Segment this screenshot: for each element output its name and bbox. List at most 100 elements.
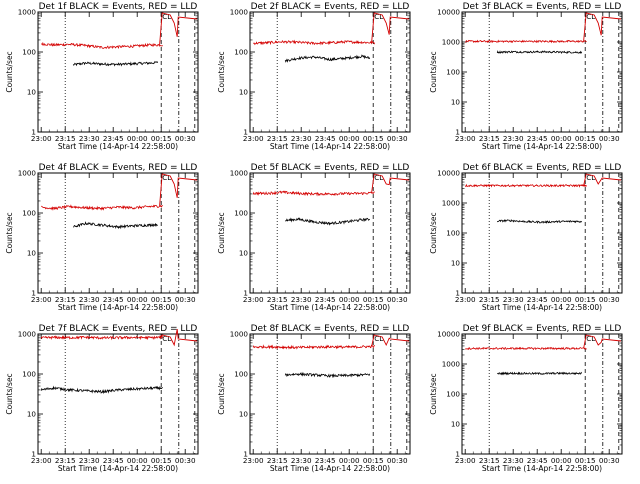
annotation-label: CL	[374, 173, 383, 182]
y-tick-label: 1	[31, 289, 36, 298]
x-tick-label: 23:00	[455, 456, 476, 465]
panel-9: Det 9f BLACK = Events, RED = LLD 1 10 100 10…	[429, 324, 623, 473]
x-tick-label: 00:30	[175, 295, 196, 304]
panel-title: Det 2f BLACK = Events, RED = LLD	[251, 2, 410, 12]
series-line-lld	[40, 335, 164, 341]
x-tick-label: 00:15	[151, 134, 172, 143]
x-tick-label: 23:15	[479, 295, 500, 304]
panel-title: Det 3f BLACK = Events, RED = LLD	[463, 2, 622, 12]
plot-frame	[461, 11, 623, 133]
y-tick-label: 10	[27, 410, 37, 419]
panel-5: Det 5f BLACK = Events, RED = LLD 1 10 100 10…	[217, 163, 411, 312]
panel-7: Det 7f BLACK = Events, RED = LLD 1 10 100 10…	[5, 324, 199, 473]
y-tick-label: 1	[455, 450, 460, 459]
y-tick-label: 1	[31, 128, 36, 137]
x-tick-label: 23:30	[503, 456, 524, 465]
series-spike-lld	[159, 328, 198, 347]
series-line-lld	[41, 41, 163, 50]
x-tick-label: 23:30	[503, 134, 524, 143]
x-tick-label: 23:45	[103, 295, 124, 304]
series-line-events	[496, 218, 583, 224]
y-tick-label: 1	[455, 128, 460, 137]
x-tick-label: 00:15	[151, 456, 172, 465]
annotation-label: CL	[586, 173, 595, 182]
x-tick-label: 23:45	[103, 134, 124, 143]
y-tick-label: 10000	[437, 169, 460, 178]
annotation-label: CL	[162, 173, 171, 182]
x-tick-label: 23:30	[79, 295, 100, 304]
y-tick-label: 1000	[442, 38, 461, 47]
series-spike-lld	[583, 334, 622, 349]
x-tick-label: 00:30	[599, 295, 620, 304]
x-axis-label: Start Time (14-Apr-14 22:58:00)	[270, 464, 390, 473]
y-axis-label: Counts/sec	[217, 212, 226, 253]
x-tick-label: 23:00	[31, 456, 52, 465]
series-line-events	[72, 60, 159, 67]
plot-frame	[461, 333, 623, 455]
y-axis-label: Counts/sec	[5, 212, 14, 253]
panel-3: Det 3f BLACK = Events, RED = LLD 1 10 100 10…	[429, 2, 623, 151]
y-tick-label: 10	[239, 410, 249, 419]
x-tick-label: 23:30	[503, 295, 524, 304]
panel-title: Det 4f BLACK = Events, RED = LLD	[39, 163, 198, 173]
y-tick-label: 1	[243, 450, 248, 459]
annotation-label: CL	[586, 334, 595, 343]
annotation-label: CL	[374, 12, 383, 21]
y-tick-label: 100	[446, 68, 460, 77]
x-tick-label: 23:15	[55, 295, 76, 304]
y-tick-label: 10	[239, 249, 249, 258]
plot-frame	[37, 333, 199, 455]
x-tick-label: 23:30	[79, 134, 100, 143]
x-axis-label: Start Time (14-Apr-14 22:58:00)	[58, 303, 178, 312]
x-tick-label: 00:00	[339, 295, 360, 304]
x-tick-label: 23:15	[55, 134, 76, 143]
series-spike-lld	[583, 12, 622, 42]
panel-title: Det 8f BLACK = Events, RED = LLD	[251, 324, 410, 334]
x-tick-label: 23:15	[479, 456, 500, 465]
panel-title: Det 1f BLACK = Events, RED = LLD	[39, 2, 198, 12]
y-axis-label: Counts/sec	[429, 51, 438, 92]
x-tick-label: 00:15	[575, 456, 596, 465]
y-tick-label: 10	[451, 259, 461, 268]
series-line-lld	[464, 346, 587, 351]
y-tick-label: 10	[451, 420, 461, 429]
y-tick-label: 10000	[437, 330, 460, 339]
x-axis-label: Start Time (14-Apr-14 22:58:00)	[482, 303, 602, 312]
x-tick-label: 00:15	[575, 295, 596, 304]
panel-6: Det 6f BLACK = Events, RED = LLD 1 10 100 10…	[429, 163, 623, 312]
series-line-lld	[252, 190, 375, 197]
y-axis-label: Counts/sec	[5, 51, 14, 92]
y-tick-label: 1000	[442, 360, 461, 369]
y-tick-label: 100	[234, 209, 248, 218]
y-tick-label: 100	[234, 370, 248, 379]
x-tick-label: 23:30	[291, 134, 312, 143]
x-tick-label: 23:30	[79, 456, 100, 465]
y-tick-label: 1000	[230, 8, 249, 17]
series-line-events	[284, 54, 371, 63]
y-tick-label: 100	[22, 209, 36, 218]
x-tick-label: 23:00	[31, 134, 52, 143]
y-tick-label: 100	[446, 390, 460, 399]
x-tick-label: 00:00	[127, 134, 148, 143]
x-tick-label: 23:45	[315, 295, 336, 304]
x-tick-label: 00:30	[599, 456, 620, 465]
x-axis-label: Start Time (14-Apr-14 22:58:00)	[482, 464, 602, 473]
plot-frame	[37, 11, 199, 133]
series-line-lld	[253, 39, 376, 46]
panel-title: Det 9f BLACK = Events, RED = LLD	[463, 324, 622, 334]
plot-frame	[249, 11, 411, 133]
series-line-events	[284, 371, 371, 379]
y-tick-label: 10	[27, 88, 37, 97]
x-tick-label: 00:30	[387, 295, 408, 304]
series-spike-lld	[159, 173, 198, 206]
y-axis-label: Counts/sec	[429, 212, 438, 253]
x-tick-label: 23:30	[291, 295, 312, 304]
x-tick-label: 23:15	[479, 134, 500, 143]
x-tick-label: 23:00	[31, 295, 52, 304]
y-tick-label: 100	[234, 48, 248, 57]
annotation-label: CL	[162, 334, 171, 343]
x-axis-label: Start Time (14-Apr-14 22:58:00)	[58, 142, 178, 151]
y-tick-label: 10	[27, 249, 37, 258]
